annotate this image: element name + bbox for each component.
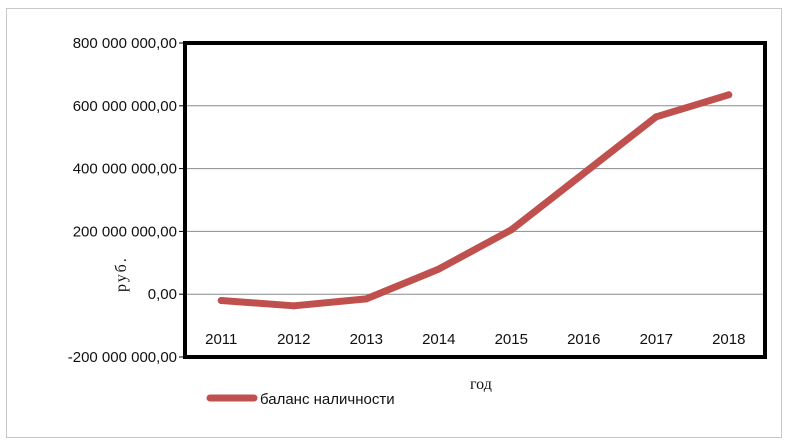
x-tick-label: 2017 — [640, 331, 673, 348]
x-axis-ticks: 2011 2012 2013 2014 2015 2016 2017 2018 — [205, 331, 745, 348]
gridlines — [179, 42, 765, 358]
data-point — [580, 169, 588, 177]
x-tick-label: 2015 — [495, 331, 528, 348]
chart-frame — [6, 8, 782, 438]
y-tick-label: 800 000 000,00 — [73, 35, 177, 52]
y-tick-label: -200 000 000,00 — [68, 349, 177, 366]
y-tick-label: 400 000 000,00 — [73, 161, 177, 178]
plot-area-border — [183, 41, 767, 359]
data-point — [725, 91, 733, 99]
x-tick-label: 2018 — [712, 331, 745, 348]
y-tick-label: 200 000 000,00 — [73, 223, 177, 240]
data-point — [217, 296, 225, 304]
data-point — [652, 113, 660, 121]
legend-label-balance: баланс наличности — [260, 391, 395, 408]
y-tick-label: 0,00 — [148, 286, 177, 303]
x-axis-title: год — [470, 376, 492, 393]
y-axis-ticks: 800 000 000,00 600 000 000,00 400 000 000,… — [68, 35, 177, 366]
x-tick-label: 2011 — [205, 331, 237, 348]
legend: баланс наличности — [206, 391, 395, 408]
data-point — [435, 265, 443, 273]
data-point — [290, 302, 298, 310]
data-point — [362, 295, 370, 303]
x-tick-label: 2013 — [350, 331, 383, 348]
y-tick-label: 600 000 000,00 — [73, 98, 177, 115]
x-tick-label: 2014 — [422, 331, 455, 348]
y-axis-title: руб. — [113, 256, 130, 292]
data-point — [507, 226, 515, 234]
x-tick-label: 2016 — [567, 331, 600, 348]
series-line-balance — [217, 91, 733, 310]
x-tick-label: 2012 — [277, 331, 310, 348]
series-layer — [217, 91, 733, 310]
